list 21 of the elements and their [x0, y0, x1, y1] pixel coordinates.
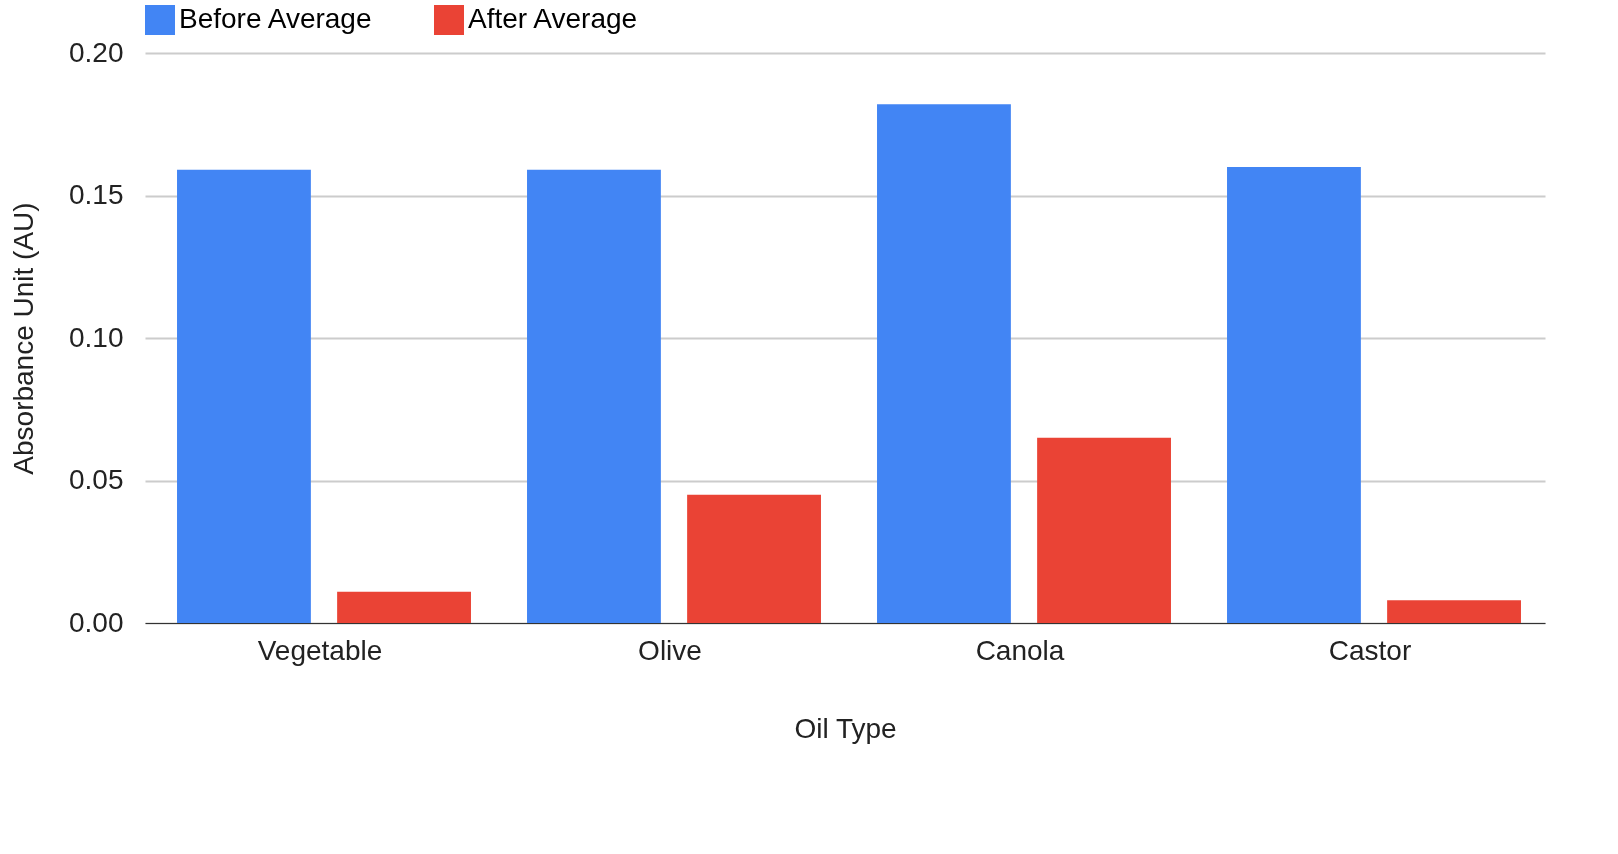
bar [527, 169, 661, 623]
bar [1387, 600, 1521, 623]
y-tick-label: 0.00 [69, 606, 124, 638]
x-tick-label: Canola [975, 634, 1065, 666]
y-tick-label: 0.05 [69, 464, 124, 495]
y-tick-label: 0.10 [69, 321, 124, 353]
x-axis-title: Oil Type [794, 712, 897, 744]
legend-label: Before Average [179, 3, 372, 34]
bar [1227, 167, 1361, 623]
bar [877, 104, 1011, 623]
x-tick-label: Vegetable [257, 634, 383, 666]
bar [337, 591, 471, 623]
y-tick-label: 0.15 [69, 179, 124, 210]
y-tick-label: 0.20 [69, 36, 124, 68]
x-tick-label: Castor [1328, 634, 1412, 666]
bar [687, 494, 821, 623]
bar [1037, 437, 1171, 623]
bar [177, 169, 311, 623]
x-tick-label: Olive [638, 634, 702, 666]
legend-label: After Average [468, 3, 638, 34]
y-axis-title: Absorbance Unit (AU) [8, 202, 39, 475]
